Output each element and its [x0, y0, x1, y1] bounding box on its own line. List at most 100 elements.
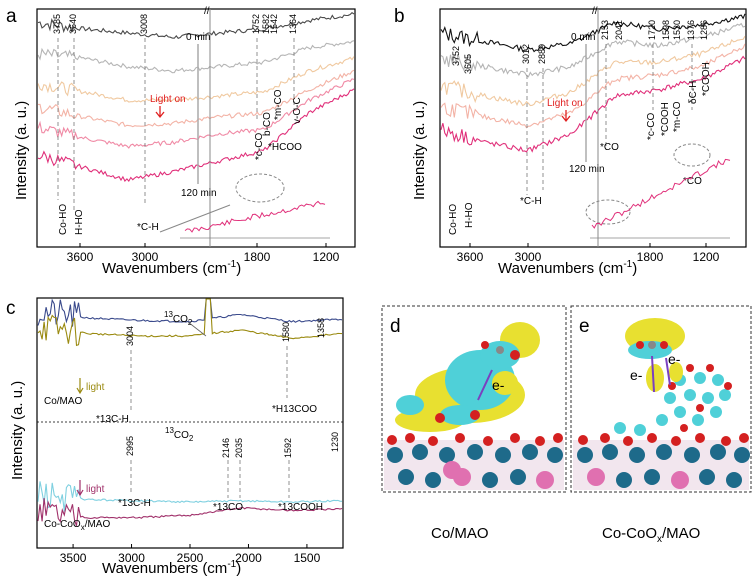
panel-a-light-arrow	[155, 106, 165, 119]
panel-c-series-0	[37, 298, 343, 327]
peak-c-3004: 3004	[125, 326, 135, 346]
peak-b-2889: 2889	[537, 44, 547, 64]
anno-a-cco: *c-CO	[254, 133, 265, 160]
panel-a-series-4	[37, 78, 355, 149]
peak-a-3008: 3008	[139, 14, 149, 34]
peak-b-2041: 2041	[614, 20, 624, 40]
panel-e-charge-density	[625, 318, 685, 392]
anno-a-voc: v-O-C	[292, 97, 303, 124]
anno-b-co-ho: Co-HO	[448, 204, 459, 235]
panel-a-time-120: 120 min	[181, 188, 217, 199]
panel-b-series-1	[440, 22, 746, 78]
panel-b-axis-break: //	[592, 6, 598, 17]
panel-c-light-arrow-bottom	[76, 480, 84, 497]
panel-c-co2-pointer	[187, 321, 207, 337]
panel-b-series-0	[440, 13, 746, 53]
panel-c-co2-bottom: 13CO2	[165, 426, 194, 443]
panel-c-xtick-tick-label-2: 2500	[177, 551, 204, 565]
panel-c-series-2	[37, 481, 343, 512]
peak-b-2153: 2153	[600, 20, 610, 40]
panel-c-ylabel: Intensity (a. u.)	[9, 381, 26, 480]
anno-c-13ch-bottom: *13C-H	[118, 498, 151, 509]
panel-b-letter: b	[394, 6, 405, 27]
panel-e-caption: Co-CoOx/MAO	[602, 525, 700, 545]
panel-b-zoom-ellipse-2	[585, 199, 631, 225]
panel-a-time-0: 0 min	[186, 32, 210, 43]
panel-a-xtick-tick-label-3: 1200	[313, 250, 340, 264]
panel-d-charge-density	[395, 322, 540, 432]
panel-a-zoom-ellipse	[235, 173, 285, 203]
panel-e-atoms	[577, 433, 750, 489]
peak-b-1286: 1286	[699, 20, 709, 40]
panel-e-transfer-arrow-1	[651, 355, 655, 393]
panel-a-series-1	[37, 40, 355, 74]
panel-c-xtick-tick-label-4: 1500	[294, 551, 321, 565]
panel-c-series-3	[37, 498, 343, 526]
panel-c-xtick-tick-label-3: 2000	[235, 551, 262, 565]
panel-b-time-120: 120 min	[569, 164, 605, 175]
panel-c-series-1	[37, 298, 343, 347]
panel-b-xticks: 3600 3000 1800 1200	[457, 243, 720, 264]
anno-b-co-2: *CO	[683, 176, 702, 187]
peak-b-3012: 3012	[521, 44, 531, 64]
panel-b-series-2	[440, 35, 746, 107]
peak-b-1530: 1530	[672, 20, 682, 40]
panel-a-inset-trace	[184, 200, 326, 233]
peak-a-1542: 1542	[269, 14, 279, 34]
peak-c-2995: 2995	[125, 436, 135, 456]
panel-b-series-3	[440, 43, 746, 129]
panel-c-label-bottom: Co-CoOx/MAO	[44, 519, 110, 532]
panel-d-letter: d	[390, 316, 401, 337]
anno-b-ch: *C-H	[520, 196, 542, 207]
panel-a-xtick-tick-label-1: 3000	[132, 250, 159, 264]
panel-c-xtick-tick-label-1: 3000	[118, 551, 145, 565]
anno-a-ch: *C-H	[137, 222, 159, 233]
panel-a-frame	[36, 8, 356, 248]
panel-e-letter: e	[579, 316, 590, 337]
panel-a-ylabel: Intensity (a. u.)	[13, 101, 30, 200]
panel-e-electron-2: e-	[668, 351, 681, 367]
panel-a-series-0	[37, 12, 355, 39]
peak-c-2146: 2146	[221, 438, 231, 458]
anno-a-mco: *m-CO	[273, 89, 284, 120]
panel-b-ylabel: Intensity (a. u.)	[411, 101, 428, 200]
panel-d-caption: Co/MAO	[431, 525, 489, 542]
anno-a-hcoo: *HCOO	[268, 142, 302, 153]
anno-b-dch: δC-H	[688, 81, 699, 104]
panel-c: c Intensity (a. u.) Co/MAO Co-CoOx/MAO l…	[6, 297, 344, 577]
panel-b-light-arrow	[561, 110, 571, 123]
panel-c-xtick-tick-label-0: 3500	[60, 551, 87, 565]
panel-b-series	[440, 13, 746, 153]
peak-b-1598: 1598	[661, 20, 671, 40]
peak-a-3785: 3785	[52, 14, 62, 34]
peak-c-1580: 1580	[281, 322, 291, 342]
panel-b-xtick-tick-label-2: 1800	[637, 250, 664, 264]
panel-d: e- d Co/MAO	[381, 305, 567, 542]
peak-a-1364: 1364	[288, 14, 298, 34]
anno-b-h-ho: H-HO	[464, 202, 475, 228]
peak-c-1592: 1592	[283, 438, 293, 458]
peak-a-1582: 1582	[261, 14, 271, 34]
anno-c-13ch-top: *13C-H	[96, 414, 129, 425]
panel-b-light-on: Light on	[547, 98, 583, 109]
panel-b-inset-trace	[591, 158, 731, 229]
panel-b: b Intensity (a. u.) // 3752 3605 3012 28…	[394, 6, 747, 277]
peak-b-3752: 3752	[451, 46, 461, 66]
panel-c-light-bottom: light	[86, 484, 105, 495]
panel-a-xlabel: Wavenumbers (cm-1)	[102, 259, 241, 277]
panel-c-light-top: light	[86, 382, 105, 393]
panel-b-zoom-ellipse-1	[673, 143, 711, 167]
panel-c-xlabel: Wavenumbers (cm-1)	[102, 559, 241, 577]
peak-c-2035: 2035	[234, 438, 244, 458]
anno-b-mco: *m-CO	[672, 101, 683, 132]
panel-e: e- e- e Co-CoOx/MAO	[570, 305, 752, 545]
panel-a-series-3	[38, 69, 355, 128]
anno-b-cooh-1: *COOH	[660, 102, 671, 136]
panel-c-xticks: 3500 3000 2500 2000 1500	[60, 544, 321, 565]
panel-e-transfer-arrow-2	[665, 357, 671, 386]
panel-c-series	[37, 298, 343, 526]
peak-c-1230: 1230	[330, 432, 340, 452]
panel-a: a Intensity (a. u.) // 3785 3640 3008 17…	[6, 6, 356, 277]
panel-c-letter: c	[6, 298, 16, 319]
